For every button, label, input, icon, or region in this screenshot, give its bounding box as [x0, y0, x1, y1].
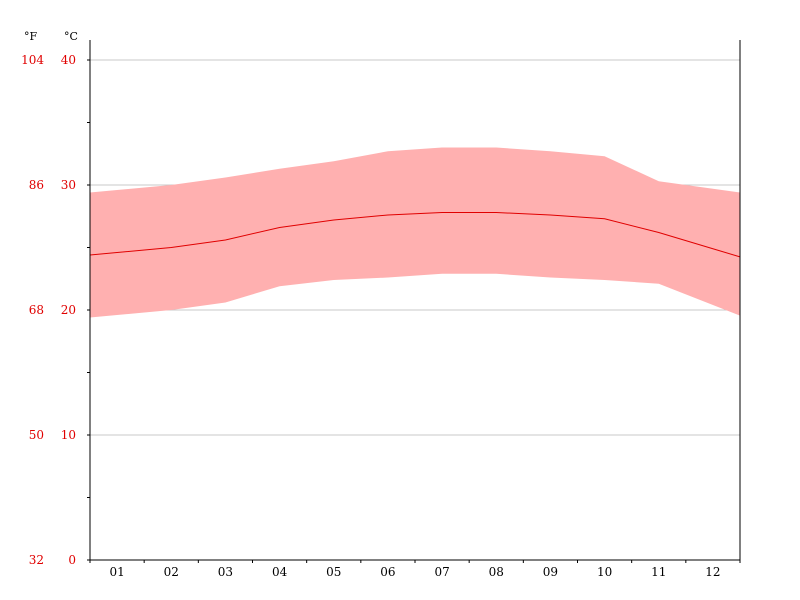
celsius-tick-label: 10	[61, 428, 76, 442]
y-axis-labels: 32 0 50 10 68 20 86 30 104 40	[21, 53, 76, 567]
x-axis-labels: 01 02 03 04 05 06 07 08 09 10 11 12	[109, 565, 720, 579]
celsius-tick-label: 0	[68, 553, 76, 567]
celsius-tick-label: 40	[61, 53, 76, 67]
month-label: 05	[326, 565, 341, 579]
celsius-unit-label: °C	[64, 30, 78, 43]
month-label: 08	[489, 565, 504, 579]
month-label: 12	[705, 565, 720, 579]
fahrenheit-unit-label: °F	[24, 30, 38, 43]
celsius-tick-label: 20	[61, 303, 76, 317]
month-label: 11	[651, 565, 666, 579]
month-label: 10	[597, 565, 612, 579]
mean-temperature-line	[89, 212, 741, 258]
fahrenheit-tick-label: 86	[29, 178, 44, 192]
month-label: 09	[543, 565, 558, 579]
axes	[87, 40, 741, 563]
month-label: 04	[272, 565, 288, 579]
month-label: 07	[434, 565, 449, 579]
fahrenheit-tick-label: 50	[29, 428, 44, 442]
month-label: 06	[380, 565, 395, 579]
month-label: 01	[109, 565, 124, 579]
celsius-tick-label: 30	[61, 178, 76, 192]
fahrenheit-tick-label: 32	[29, 553, 44, 567]
fahrenheit-tick-label: 68	[29, 303, 44, 317]
month-label: 03	[218, 565, 233, 579]
temperature-range-band	[90, 147, 740, 318]
month-label: 02	[164, 565, 179, 579]
fahrenheit-tick-label: 104	[21, 53, 44, 67]
